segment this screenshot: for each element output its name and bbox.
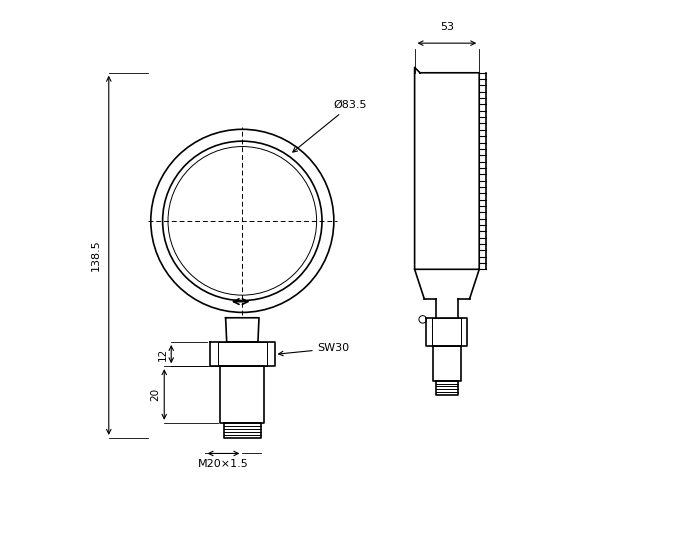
Text: 20: 20 (150, 388, 160, 401)
Text: SW30: SW30 (279, 343, 350, 356)
Text: 138.5: 138.5 (91, 239, 101, 271)
Text: M20×1.5: M20×1.5 (198, 459, 248, 468)
Text: 53: 53 (440, 22, 454, 33)
Text: Ø83.5: Ø83.5 (293, 100, 368, 152)
Text: 12: 12 (158, 348, 167, 361)
